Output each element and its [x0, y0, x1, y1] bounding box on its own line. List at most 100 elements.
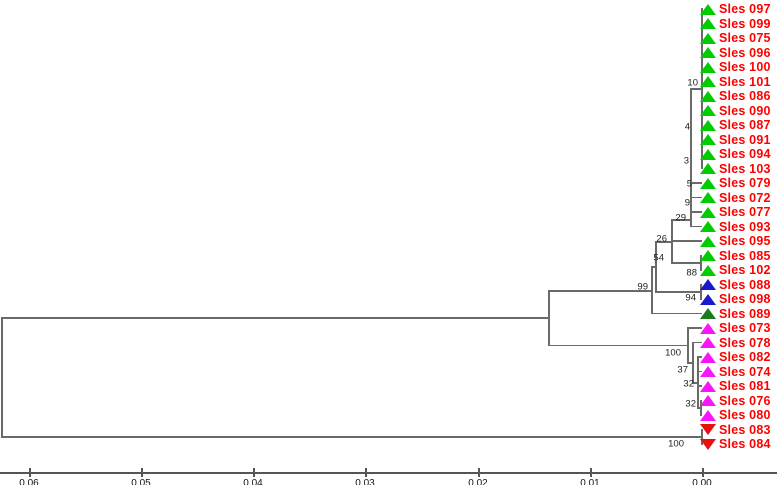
scale-axis-tick	[141, 468, 143, 477]
scale-axis-tick	[478, 468, 480, 477]
scale-axis-tick-label: 0.01	[580, 478, 600, 485]
branch-line	[2, 317, 549, 320]
branch-line	[652, 312, 702, 315]
taxon-label[interactable]: Sles 079	[719, 176, 771, 190]
taxon-label[interactable]: Sles 088	[719, 277, 771, 292]
taxon-marker-icon	[700, 322, 716, 334]
branch-line	[693, 341, 702, 344]
taxon-label[interactable]: Sles 091	[719, 132, 771, 147]
taxon-marker-icon	[700, 163, 716, 174]
branch-line	[698, 406, 701, 409]
taxon-label[interactable]: Sles 085	[719, 248, 771, 263]
taxon-label[interactable]: Sles 089	[719, 306, 771, 321]
taxon-label[interactable]: Sles 080	[719, 408, 771, 422]
taxon-label[interactable]: Sles 099	[719, 16, 771, 31]
taxon-label[interactable]: Sles 084	[719, 437, 771, 451]
branch-line	[701, 8, 703, 170]
taxon-label[interactable]: Sles 074	[719, 364, 771, 379]
scale-axis-line	[0, 472, 777, 474]
taxon-marker-icon	[700, 119, 716, 131]
branch-line	[691, 182, 702, 184]
scale-axis-tick-label: 0.03	[355, 478, 375, 485]
node-support-label: 54	[653, 252, 664, 264]
taxon-label[interactable]: Sles 081	[719, 379, 771, 393]
taxon-label[interactable]: Sles 100	[719, 60, 771, 74]
taxon-label[interactable]: Sles 087	[719, 118, 771, 132]
scale-axis-tick-label: 0.05	[131, 478, 151, 485]
node-support-label: 100	[668, 438, 684, 450]
taxon-label[interactable]: Sles 077	[719, 205, 771, 219]
branch-line	[672, 240, 702, 242]
node-support-label: 88	[686, 267, 697, 278]
taxon-marker-icon	[700, 235, 716, 247]
taxon-label[interactable]: Sles 101	[719, 74, 771, 89]
taxon-label[interactable]: Sles 102	[719, 263, 771, 277]
taxon-marker-icon	[700, 250, 716, 261]
taxon-label[interactable]: Sles 093	[719, 219, 771, 234]
taxon-marker-icon	[700, 395, 716, 406]
taxon-label[interactable]: Sles 083	[719, 422, 771, 437]
taxon-marker-icon	[700, 438, 716, 450]
taxon-label[interactable]: Sles 103	[719, 161, 771, 176]
taxon-marker-icon	[700, 366, 716, 377]
branch-line	[1, 317, 3, 438]
taxon-label[interactable]: Sles 098	[719, 292, 771, 306]
taxon-marker-icon	[700, 3, 716, 15]
branch-line	[691, 88, 702, 90]
branch-line	[652, 266, 656, 268]
taxon-label[interactable]: Sles 078	[719, 335, 771, 350]
node-support-label: 3	[683, 155, 689, 167]
branch-line	[700, 254, 702, 271]
branch-line	[691, 211, 702, 213]
node-support-label: 4	[684, 121, 690, 133]
branch-line	[701, 428, 703, 445]
branch-line	[656, 241, 672, 243]
branch-line	[672, 262, 701, 264]
branch-line	[690, 88, 692, 228]
taxon-marker-icon	[700, 293, 716, 305]
taxon-marker-icon	[700, 221, 716, 232]
branch-line	[700, 399, 702, 416]
taxon-marker-icon	[700, 308, 716, 319]
node-support-label: 10	[687, 77, 698, 88]
scale-axis-tick	[365, 468, 367, 477]
taxon-label[interactable]: Sles 095	[719, 234, 771, 248]
branch-line	[688, 362, 693, 364]
taxon-label[interactable]: Sles 086	[719, 89, 771, 103]
taxon-marker-icon	[700, 351, 716, 363]
taxon-marker-icon	[700, 177, 716, 189]
branch-line	[651, 266, 653, 315]
node-support-label: 5	[686, 178, 692, 190]
scale-axis-tick	[590, 468, 592, 477]
taxon-label[interactable]: Sles 094	[719, 147, 771, 161]
scale-axis-tick-label: 0.00	[692, 478, 712, 485]
scale-axis-tick	[29, 468, 31, 477]
taxon-label[interactable]: Sles 076	[719, 393, 771, 408]
taxon-label[interactable]: Sles 072	[719, 190, 771, 205]
node-support-label: 32	[685, 398, 696, 410]
taxon-label[interactable]: Sles 096	[719, 45, 771, 60]
branch-line	[549, 290, 652, 292]
node-support-label: 37	[677, 364, 688, 376]
taxon-marker-icon	[700, 206, 716, 218]
node-support-label: 29	[675, 212, 686, 224]
taxon-label[interactable]: Sles 090	[719, 103, 771, 118]
taxon-marker-icon	[700, 32, 716, 44]
scale-axis-tick-label: 0.06	[19, 478, 39, 485]
taxon-label[interactable]: Sles 097	[719, 2, 771, 16]
branch-line	[655, 241, 657, 293]
taxon-marker-icon	[700, 18, 716, 29]
taxon-marker-icon	[700, 264, 716, 276]
taxon-marker-icon	[700, 148, 716, 160]
branch-line	[2, 435, 702, 438]
branch-line	[688, 327, 702, 329]
node-support-label: 9	[684, 197, 690, 209]
branch-line	[693, 382, 698, 384]
taxon-label[interactable]: Sles 082	[719, 350, 771, 364]
branch-line	[700, 283, 702, 300]
scale-axis-tick-label: 0.04	[243, 478, 263, 485]
taxon-label[interactable]: Sles 073	[719, 321, 771, 335]
taxon-marker-icon	[700, 134, 716, 145]
taxon-label[interactable]: Sles 075	[719, 31, 771, 45]
